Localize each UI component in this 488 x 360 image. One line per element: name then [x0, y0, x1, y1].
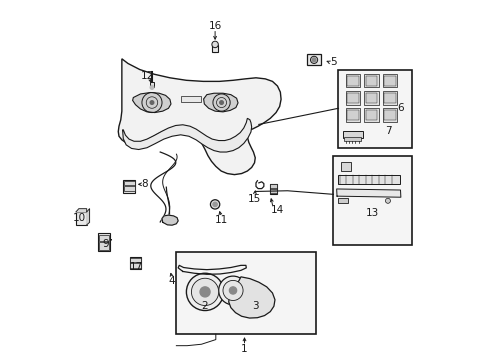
- Bar: [364, 74, 378, 87]
- Bar: [382, 108, 396, 122]
- Text: 7: 7: [384, 126, 390, 135]
- Bar: [130, 258, 140, 262]
- Bar: [384, 93, 395, 103]
- Bar: [123, 180, 135, 193]
- Bar: [99, 234, 109, 241]
- Bar: [76, 212, 86, 225]
- Text: 14: 14: [270, 206, 284, 216]
- Polygon shape: [228, 277, 274, 318]
- Text: 4: 4: [168, 276, 175, 286]
- Text: 1: 1: [241, 343, 247, 354]
- Circle shape: [150, 86, 153, 89]
- Circle shape: [385, 198, 389, 203]
- Bar: [343, 131, 362, 138]
- Bar: [346, 76, 358, 86]
- Bar: [384, 111, 395, 121]
- Bar: [124, 181, 135, 185]
- Circle shape: [200, 287, 210, 297]
- Bar: [270, 189, 276, 193]
- Bar: [346, 111, 358, 121]
- Text: 13: 13: [366, 208, 379, 218]
- Circle shape: [186, 273, 223, 311]
- Text: 16: 16: [208, 21, 221, 31]
- Bar: [384, 76, 395, 86]
- Circle shape: [150, 101, 153, 104]
- Bar: [364, 108, 378, 122]
- Bar: [150, 82, 153, 87]
- Polygon shape: [86, 209, 89, 225]
- Polygon shape: [162, 215, 178, 225]
- Circle shape: [191, 278, 218, 306]
- Text: 2: 2: [202, 301, 208, 311]
- Circle shape: [211, 41, 218, 48]
- Bar: [345, 91, 359, 105]
- Bar: [346, 93, 358, 103]
- Text: 17: 17: [129, 262, 142, 272]
- Bar: [337, 175, 400, 184]
- Circle shape: [212, 202, 217, 207]
- Circle shape: [223, 280, 243, 301]
- Bar: [99, 242, 109, 249]
- Bar: [180, 96, 201, 102]
- Bar: [344, 137, 361, 140]
- Polygon shape: [336, 189, 400, 197]
- Polygon shape: [132, 93, 171, 113]
- Polygon shape: [203, 93, 238, 112]
- Polygon shape: [122, 118, 251, 152]
- Text: 11: 11: [214, 215, 227, 225]
- Bar: [382, 91, 396, 105]
- Bar: [176, 252, 316, 334]
- Bar: [382, 74, 396, 87]
- Circle shape: [218, 276, 247, 305]
- Bar: [333, 156, 411, 245]
- Text: 6: 6: [396, 103, 403, 113]
- Bar: [345, 74, 359, 87]
- Bar: [365, 76, 376, 86]
- Circle shape: [229, 287, 236, 294]
- Text: 8: 8: [141, 179, 148, 189]
- Circle shape: [310, 56, 317, 63]
- Bar: [345, 108, 359, 122]
- Text: 10: 10: [73, 213, 86, 222]
- Bar: [130, 263, 140, 267]
- Text: 5: 5: [329, 57, 336, 67]
- Bar: [338, 198, 348, 203]
- Bar: [306, 54, 320, 65]
- Polygon shape: [118, 59, 281, 175]
- Bar: [124, 186, 135, 192]
- Text: 9: 9: [102, 239, 108, 249]
- Text: 3: 3: [251, 301, 258, 311]
- Bar: [270, 184, 276, 188]
- Text: 12: 12: [140, 71, 153, 81]
- Bar: [338, 69, 411, 148]
- Bar: [340, 162, 351, 171]
- Bar: [98, 233, 109, 251]
- Bar: [365, 93, 376, 103]
- Circle shape: [312, 58, 315, 62]
- Bar: [364, 91, 378, 105]
- Circle shape: [210, 200, 219, 209]
- Polygon shape: [76, 209, 86, 212]
- Bar: [129, 257, 141, 269]
- Circle shape: [219, 101, 223, 104]
- Bar: [269, 184, 277, 194]
- Bar: [365, 111, 376, 121]
- Text: 15: 15: [247, 194, 261, 204]
- Bar: [212, 45, 218, 51]
